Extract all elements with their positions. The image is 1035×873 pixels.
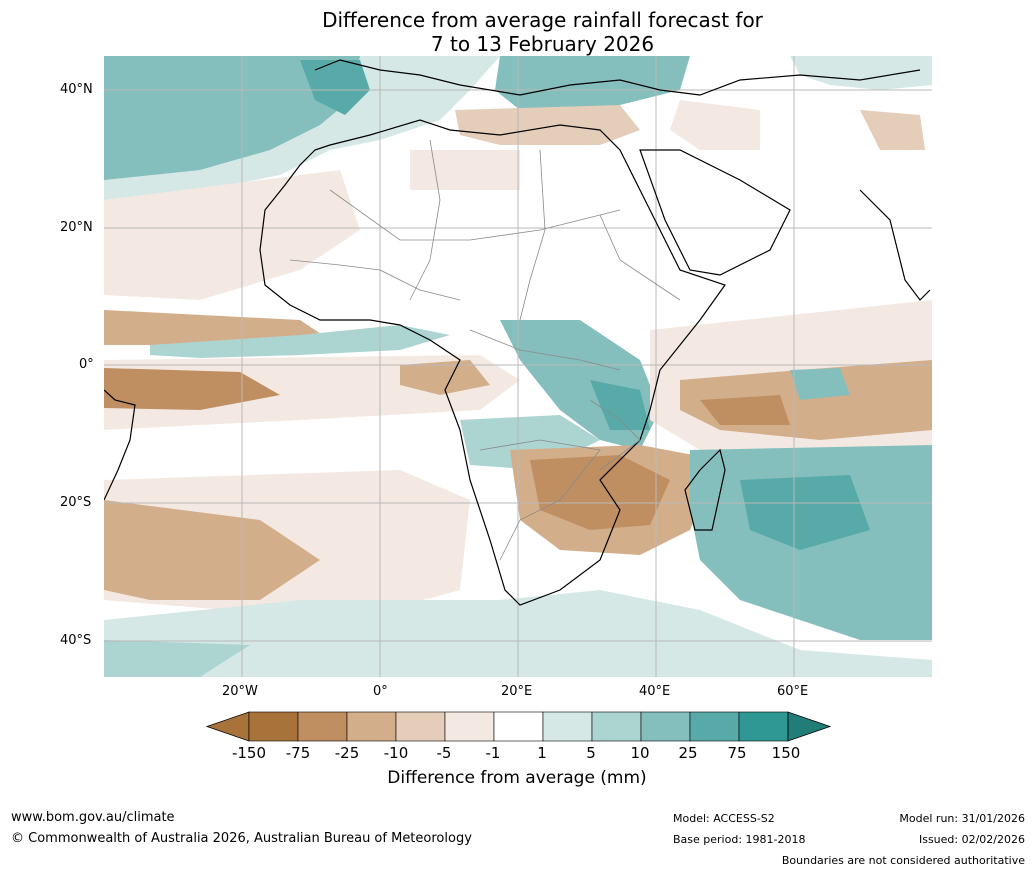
border-central-africa [469, 329, 621, 371]
colorbar-arrow-max [787, 711, 832, 742]
wet-region-east [790, 56, 932, 90]
colorbar-segment [591, 711, 642, 742]
border-sahara-1 [329, 189, 621, 241]
india-coastline [859, 189, 931, 301]
model-run-text: Model run: 31/01/2026 [899, 812, 1025, 825]
wet-region-south-indian-core [740, 475, 870, 550]
border-sahara-2 [409, 139, 441, 301]
lon-label-60e: 60°E [777, 684, 809, 699]
south-america-coastline [104, 389, 136, 501]
colorbar [205, 711, 832, 742]
colorbar-segment [689, 711, 740, 742]
lat-label-40s: 40°S [60, 633, 92, 648]
base-period-text: Base period: 1981-2018 [673, 833, 806, 846]
colorbar-segment [444, 711, 495, 742]
dry-region-middle-east [670, 100, 760, 150]
colorbar-label: -25 [334, 744, 360, 762]
border-southern-africa [479, 439, 601, 561]
lon-label-20w: 20°W [222, 684, 258, 699]
dry-band-atlantic-north [104, 170, 360, 300]
lat-label-0: 0° [79, 357, 94, 372]
colorbar-segment [248, 711, 299, 742]
colorbar-label: -75 [285, 744, 311, 762]
colorbar-label: -5 [436, 744, 452, 762]
europe-coastline [314, 59, 921, 96]
dry-region-sahara-west [410, 150, 520, 190]
wet-region-north-atlantic-core [104, 56, 360, 180]
colorbar-label: 25 [678, 744, 698, 762]
colorbar-segment [493, 711, 544, 742]
arabia-coastline [639, 149, 791, 276]
border-west-africa [289, 259, 461, 301]
wet-spot-indian-ocean [790, 368, 850, 400]
anomaly-shading [104, 56, 932, 677]
lon-label-20e: 20°E [501, 684, 533, 699]
dry-band-equatorial-core [104, 368, 280, 410]
colorbar-segment [542, 711, 593, 742]
colorbar-label: 1 [537, 744, 547, 762]
gridlines [104, 56, 932, 677]
wet-region-central-core [590, 380, 650, 430]
wet-region-iberia [300, 60, 370, 115]
border-sahara-3 [519, 149, 546, 321]
country-borders [289, 139, 681, 561]
wet-band-gulf-guinea [150, 325, 450, 358]
lat-label-40n: 40°N [60, 82, 93, 97]
colorbar-label: 10 [630, 744, 650, 762]
colorbar-segment [738, 711, 789, 742]
colorbar-label: -1 [485, 744, 501, 762]
colorbar-arrow-min [205, 711, 250, 742]
wet-region-southern-ocean-core [104, 640, 250, 677]
dry-band-indian-ocean-deep [700, 395, 790, 425]
website-link[interactable]: www.bom.gov.au/climate [11, 810, 175, 825]
colorbar-label: 150 [771, 744, 801, 762]
lat-label-20s: 20°S [60, 495, 92, 510]
colorbar-label: -150 [231, 744, 267, 762]
colorbar-title: Difference from average (mm) [387, 768, 647, 788]
dry-region-south-atlantic-core [104, 500, 320, 600]
dry-region-iran [860, 110, 925, 150]
colorbar-segment [346, 711, 397, 742]
colorbar-segment [640, 711, 691, 742]
colorbar-label: -10 [383, 744, 409, 762]
dry-region-north-africa [455, 105, 640, 145]
title-line-1: Difference from average rainfall forecas… [322, 8, 763, 32]
lat-label-20n: 20°N [60, 220, 93, 235]
dry-region-southern-africa-core [530, 455, 670, 530]
map-plot-area [104, 56, 932, 677]
wet-region-mediterranean [495, 56, 690, 120]
map-title: Difference from average rainfall forecas… [0, 8, 1035, 56]
disclaimer-text: Boundaries are not considered authoritat… [781, 854, 1025, 867]
lon-label-0: 0° [373, 684, 388, 699]
africa-coastline [259, 119, 726, 606]
model-text: Model: ACCESS-S2 [673, 812, 775, 825]
colorbar-segment [297, 711, 348, 742]
lon-label-40e: 40°E [639, 684, 671, 699]
colorbar-segment [395, 711, 446, 742]
border-east-africa [589, 399, 641, 471]
issued-text: Issued: 02/02/2026 [918, 833, 1025, 846]
madagascar-coastline [684, 448, 726, 531]
coastlines [104, 59, 931, 606]
colorbar-label: 5 [586, 744, 596, 762]
dry-region-congo-west [400, 360, 490, 395]
colorbar-label: 75 [727, 744, 747, 762]
copyright-text: © Commonwealth of Australia 2026, Austra… [11, 831, 472, 846]
title-line-2: 7 to 13 February 2026 [430, 32, 655, 56]
border-horn [599, 214, 681, 301]
